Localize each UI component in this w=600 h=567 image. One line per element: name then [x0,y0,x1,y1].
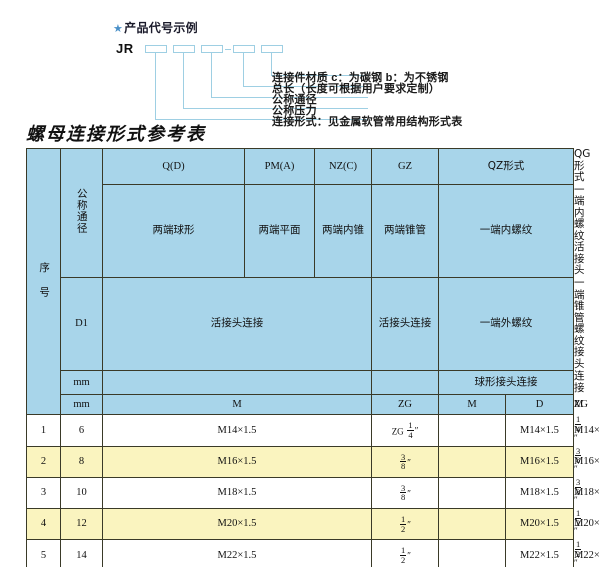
cell-nominal-bore: 8 [60,445,103,478]
header-group-gz-code: GZ [371,148,439,185]
cell-m-qz [438,414,506,447]
header-gz-desc1: 两端锥管 [371,183,439,279]
leader-line-5-vertical [271,53,272,75]
annotation-nominal-pressure: 公称压力 [272,105,317,117]
code-box-2 [173,45,195,53]
product-code-heading-text: 产品代号示例 [124,21,198,35]
leader-line-5-horizontal [271,75,368,76]
header-row-3: D1 活接头连接 活接头连接 一端外螺纹 一端锥管螺纹接头 [27,277,585,372]
code-box-4 [233,45,255,53]
code-box-3 [201,45,223,53]
header-group-qd-code: Q(D) [102,148,245,185]
header-qz-desc1: 一端内螺纹 [438,183,574,279]
cell-m-qz [438,539,506,567]
header-nz-desc1: 两端内锥 [314,183,372,279]
header-qd-desc1: 两端球形 [102,183,245,279]
header-serial-label: 序 号 [38,261,51,298]
header-d1: D1 [60,277,103,372]
cell-d-qz: M20×1.5 [505,508,574,541]
header-mm: mm [60,370,103,396]
cell-serial-no: 1 [26,414,61,447]
cell-m-qd-pm-nz: M20×1.5 [102,508,372,541]
annotation-material: 连接件材质 c：为碳钢 b：为不锈钢 [272,72,449,84]
cell-m-qz [438,445,506,478]
header-pm-desc1: 两端平面 [244,183,315,279]
header-row-1: 序 号 公称通径 Q(D) PM(A) NZ(C) GZ QZ形式 QG形式 [26,147,590,416]
cell-zg-gz: 1 2 ″ [371,508,439,541]
cell-d-qz: M18×1.5 [505,476,574,510]
cell-d-qz: M14×1.5 [505,414,574,447]
header-row-3b: mm 球形接头连接 连接 [27,370,585,396]
header-sub-zg-gz: ZG [371,394,439,416]
code-box-1 [145,45,167,53]
annotation-nominal-bore: 公称通径 [272,94,317,106]
header-group-nz-code: NZ(C) [314,148,372,185]
header-blank-gz [371,370,439,396]
cell-serial-no: 5 [26,539,61,567]
cell-m-qd-pm-nz: M16×1.5 [102,445,372,478]
cell-zg-gz: 3 8 ″ [371,476,439,510]
header-qdpmnz-merged: 活接头连接 [102,277,372,372]
cell-m-qz [438,508,506,541]
cell-m-qz [438,476,506,510]
cell-nominal-bore: 12 [60,508,103,541]
cell-nominal-bore: 14 [60,539,103,567]
cell-serial-no: 3 [26,476,61,510]
annotation-total-length: 总长（长度可根据用户要求定制） [272,83,440,95]
leader-line-1-horizontal [155,119,368,120]
header-sub-m-qz: M [438,394,506,416]
product-code-heading: ★产品代号示例 [113,19,198,36]
leader-line-3-vertical [211,53,212,97]
code-prefix-jr: JR [116,41,134,56]
header-qz-desc2: 一端外螺纹 [438,277,574,372]
header-serial: 序 号 [26,147,61,416]
nut-connection-table-wrap: 序 号 公称通径 Q(D) PM(A) NZ(C) GZ QZ形式 QG形式 两… [26,147,600,567]
cell-nominal-bore: 10 [60,476,103,510]
star-icon: ★ [113,23,124,35]
cell-d-qz: M22×1.5 [505,539,574,567]
table-header: 序 号 公称通径 Q(D) PM(A) NZ(C) GZ QZ形式 QG形式 两… [26,147,590,416]
leader-line-2-vertical [183,53,184,108]
cell-nominal-bore: 6 [60,414,103,447]
leader-line-2-horizontal [183,108,368,109]
cell-m-qd-pm-nz: M18×1.5 [102,476,372,510]
cell-zg-gz: 1 2 ″ [371,539,439,567]
page-title: 螺母连接形式参考表 [26,124,206,144]
header-qz-desc3: 球形接头连接 [438,370,574,396]
header-group-qz-code: QZ形式 [438,148,574,185]
cell-serial-no: 4 [26,508,61,541]
leader-line-1-vertical [155,53,156,119]
header-gz-desc2: 活接头连接 [371,277,439,372]
header-sub-m-qdpmnz: M [102,394,372,416]
leader-line-4-vertical [243,53,244,86]
cell-zg-gz: ZG 1 4 ″ [371,414,439,447]
header-group-pm-code: PM(A) [244,148,315,185]
leader-line-4-horizontal [243,86,368,87]
leader-line-3-horizontal [211,97,368,98]
product-code-diagram: ★产品代号示例 JR 连接件材质 c：为碳钢 b：为不锈钢 总长（长度可根据用户… [0,0,600,128]
cell-serial-no: 2 [26,445,61,478]
cell-m-qd-pm-nz: M22×1.5 [102,539,372,567]
annotation-connection-form: 连接形式：见金属软管常用结构形式表 [272,116,463,128]
header-sub-mm: mm [60,394,103,416]
header-sub-d-qz: D [505,394,574,416]
header-blank-qdpmnz [102,370,372,396]
nut-connection-table: 序 号 公称通径 Q(D) PM(A) NZ(C) GZ QZ形式 QG形式 两… [26,147,600,567]
header-row-2: 两端球形 两端平面 两端内锥 两端锥管 一端内螺纹 一端内螺纹活接头 [27,183,585,279]
cell-d-qz: M16×1.5 [505,445,574,478]
code-dash [225,49,231,50]
header-nominal-bore-label: 公称通径 [75,188,88,235]
code-box-5 [261,45,283,53]
header-row-4: mm M ZG M D M ZG [27,394,588,416]
cell-m-qd-pm-nz: M14×1.5 [102,414,372,447]
header-nominal-bore: 公称通径 [60,147,103,279]
cell-zg-gz: 3 8 ″ [371,445,439,478]
